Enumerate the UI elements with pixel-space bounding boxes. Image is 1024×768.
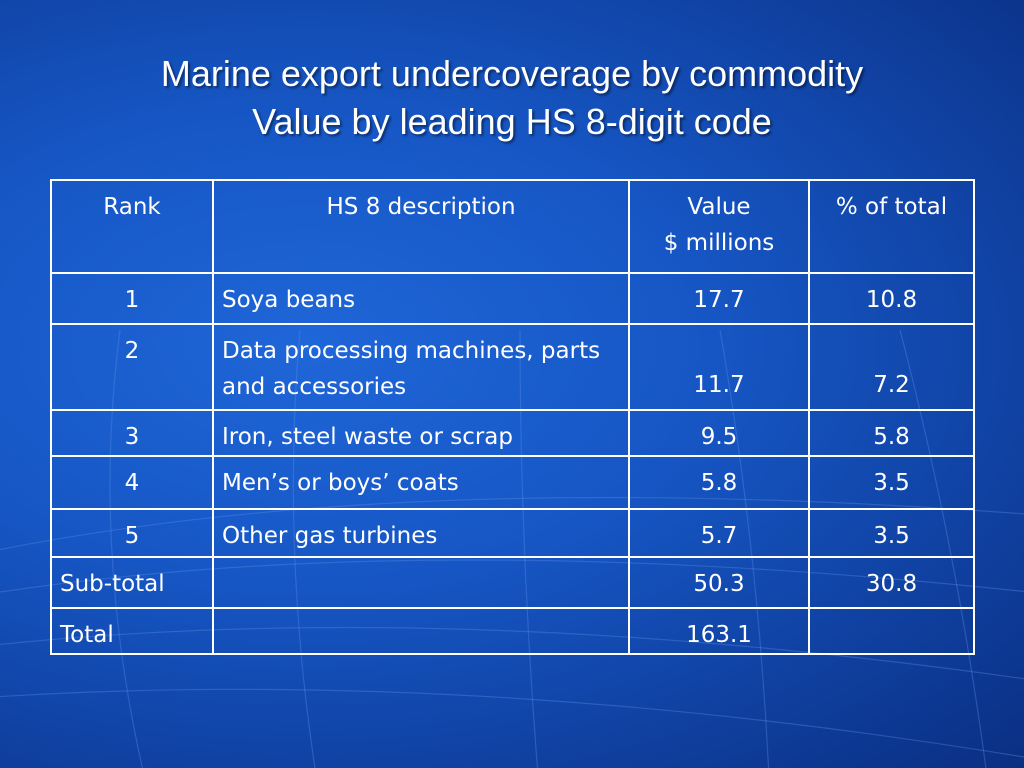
- commodity-table: Rank HS 8 description Value $ millions %…: [50, 179, 975, 655]
- cell-rank: 5: [50, 508, 214, 558]
- table-row: 4 Men’s or boys’ coats 5.8 3.5: [50, 455, 975, 510]
- cell-description: Iron, steel waste or scrap: [212, 409, 630, 457]
- slide-title-line1: Marine export undercoverage by commodity: [160, 53, 864, 94]
- header-value: Value $ millions: [628, 179, 810, 274]
- cell-percent: 10.8: [808, 272, 975, 325]
- cell-description: Other gas turbines: [212, 508, 630, 558]
- cell-percent: 3.5: [808, 508, 975, 558]
- slide-title-line2: Value by leading HS 8-digit code: [252, 101, 772, 142]
- table-row: 2 Data processing machines, parts and ac…: [50, 323, 975, 411]
- total-row: Total 163.1: [50, 607, 975, 655]
- header-value-line2: $ millions: [663, 230, 775, 256]
- cell-percent: 5.8: [808, 409, 975, 457]
- cell-description: Data processing machines, parts and acce…: [212, 323, 630, 411]
- header-percent: % of total: [808, 179, 975, 274]
- cell-rank: 1: [50, 272, 214, 325]
- subtotal-label: Sub-total: [50, 556, 214, 609]
- subtotal-value: 50.3: [628, 556, 810, 609]
- cell-percent: 7.2: [808, 323, 975, 411]
- total-percent: [808, 607, 975, 655]
- table-row: 5 Other gas turbines 5.7 3.5: [50, 508, 975, 558]
- table-row: 3 Iron, steel waste or scrap 9.5 5.8: [50, 409, 975, 457]
- table-header-row: Rank HS 8 description Value $ millions %…: [50, 179, 975, 274]
- subtotal-percent: 30.8: [808, 556, 975, 609]
- slide-title: Marine export undercoverage by commodity…: [0, 50, 1024, 146]
- total-description: [212, 607, 630, 655]
- cell-description: Soya beans: [212, 272, 630, 325]
- cell-value: 9.5: [628, 409, 810, 457]
- cell-value: 11.7: [628, 323, 810, 411]
- cell-value: 5.7: [628, 508, 810, 558]
- cell-rank: 4: [50, 455, 214, 510]
- subtotal-row: Sub-total 50.3 30.8: [50, 556, 975, 609]
- table-row: 1 Soya beans 17.7 10.8: [50, 272, 975, 325]
- cell-description: Men’s or boys’ coats: [212, 455, 630, 510]
- header-rank: Rank: [50, 179, 214, 274]
- header-description: HS 8 description: [212, 179, 630, 274]
- total-value: 163.1: [628, 607, 810, 655]
- cell-rank: 3: [50, 409, 214, 457]
- total-label: Total: [50, 607, 214, 655]
- cell-value: 17.7: [628, 272, 810, 325]
- cell-percent: 3.5: [808, 455, 975, 510]
- cell-value: 5.8: [628, 455, 810, 510]
- header-value-line1: Value: [687, 194, 751, 220]
- subtotal-description: [212, 556, 630, 609]
- cell-rank: 2: [50, 323, 214, 411]
